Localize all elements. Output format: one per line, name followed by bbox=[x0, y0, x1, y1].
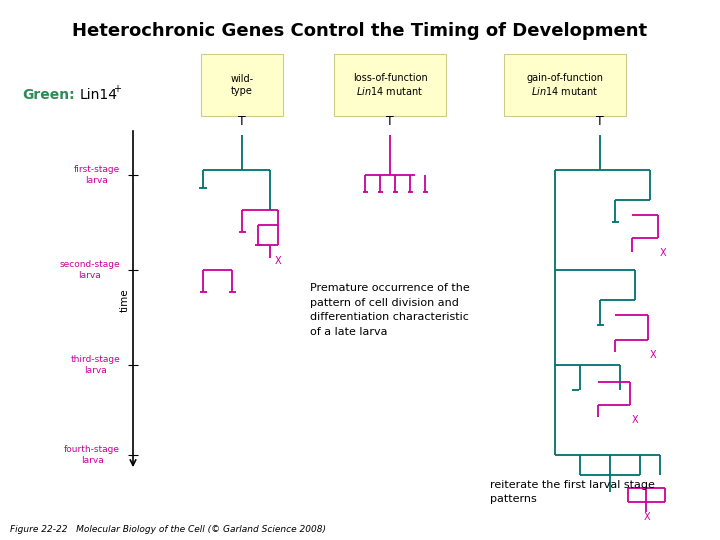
Text: Figure 22-22   Molecular Biology of the Cell (© Garland Science 2008): Figure 22-22 Molecular Biology of the Ce… bbox=[10, 525, 326, 534]
Text: Lin14: Lin14 bbox=[80, 88, 118, 102]
Text: reiterate the first larval stage
patterns: reiterate the first larval stage pattern… bbox=[490, 480, 655, 504]
Text: X: X bbox=[660, 248, 667, 258]
Text: wild-
type: wild- type bbox=[230, 74, 253, 96]
Text: X: X bbox=[632, 415, 639, 425]
Text: T: T bbox=[596, 115, 604, 128]
FancyBboxPatch shape bbox=[334, 54, 446, 116]
Text: Heterochronic Genes Control the Timing of Development: Heterochronic Genes Control the Timing o… bbox=[73, 22, 647, 40]
Text: T: T bbox=[386, 115, 394, 128]
Text: third-stage
larva: third-stage larva bbox=[71, 355, 120, 375]
Text: first-stage
larva: first-stage larva bbox=[73, 165, 120, 185]
Text: loss-of-function
$Lin14$ mutant: loss-of-function $Lin14$ mutant bbox=[353, 73, 428, 97]
Text: Premature occurrence of the
pattern of cell division and
differentiation charact: Premature occurrence of the pattern of c… bbox=[310, 283, 469, 337]
Text: second-stage
larva: second-stage larva bbox=[59, 260, 120, 280]
Text: T: T bbox=[238, 115, 246, 128]
Text: X: X bbox=[275, 256, 282, 266]
FancyBboxPatch shape bbox=[504, 54, 626, 116]
Text: fourth-stage
larva: fourth-stage larva bbox=[64, 446, 120, 465]
Text: X: X bbox=[650, 350, 657, 360]
FancyBboxPatch shape bbox=[201, 54, 283, 116]
Text: +: + bbox=[113, 84, 121, 94]
Text: time: time bbox=[120, 288, 130, 312]
Text: X: X bbox=[644, 512, 650, 522]
Text: Green:: Green: bbox=[22, 88, 75, 102]
Text: gain-of-function
$Lin14$ mutant: gain-of-function $Lin14$ mutant bbox=[526, 73, 603, 97]
